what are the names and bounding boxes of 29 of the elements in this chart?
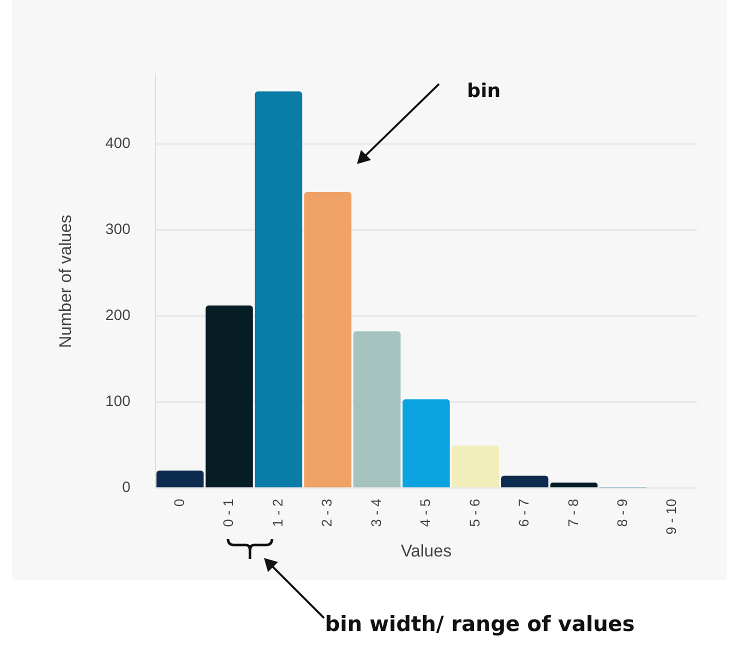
bar <box>501 476 548 488</box>
y-tick-label: 0 <box>122 478 130 496</box>
bar <box>402 399 450 488</box>
x-tick-label: 6 - 7 <box>516 498 532 527</box>
text: bin width/ range of values <box>325 612 635 636</box>
bar <box>206 305 253 488</box>
x-tick-label: 1 - 2 <box>269 498 286 527</box>
y-tick-label: 300 <box>105 220 130 238</box>
bar <box>254 91 302 488</box>
bar <box>156 470 204 488</box>
bar <box>550 482 598 488</box>
x-tick-label: 8 - 9 <box>614 498 630 527</box>
x-axis-title: Values <box>400 541 452 560</box>
bar <box>353 331 401 488</box>
x-tick-label: 3 - 4 <box>368 498 384 527</box>
x-tick-label: 0 - 1 <box>220 498 236 527</box>
x-tick-label: 9 - 10 <box>663 498 680 535</box>
x-tick-label: 0 <box>170 498 187 507</box>
annotation: bin <box>467 80 501 102</box>
x-tick-label: 2 - 3 <box>318 498 335 527</box>
y-axis-title: Number of values <box>56 214 75 348</box>
x-tick-label: 5 - 6 <box>466 498 482 527</box>
bar <box>304 192 352 488</box>
x-tick-label: 4 - 5 <box>417 498 434 527</box>
y-tick-label: 400 <box>105 134 130 152</box>
y-tick-label: 200 <box>105 306 130 324</box>
bar <box>452 446 500 488</box>
x-tick-label: 7 - 8 <box>564 498 581 527</box>
y-tick-label: 100 <box>105 392 130 410</box>
